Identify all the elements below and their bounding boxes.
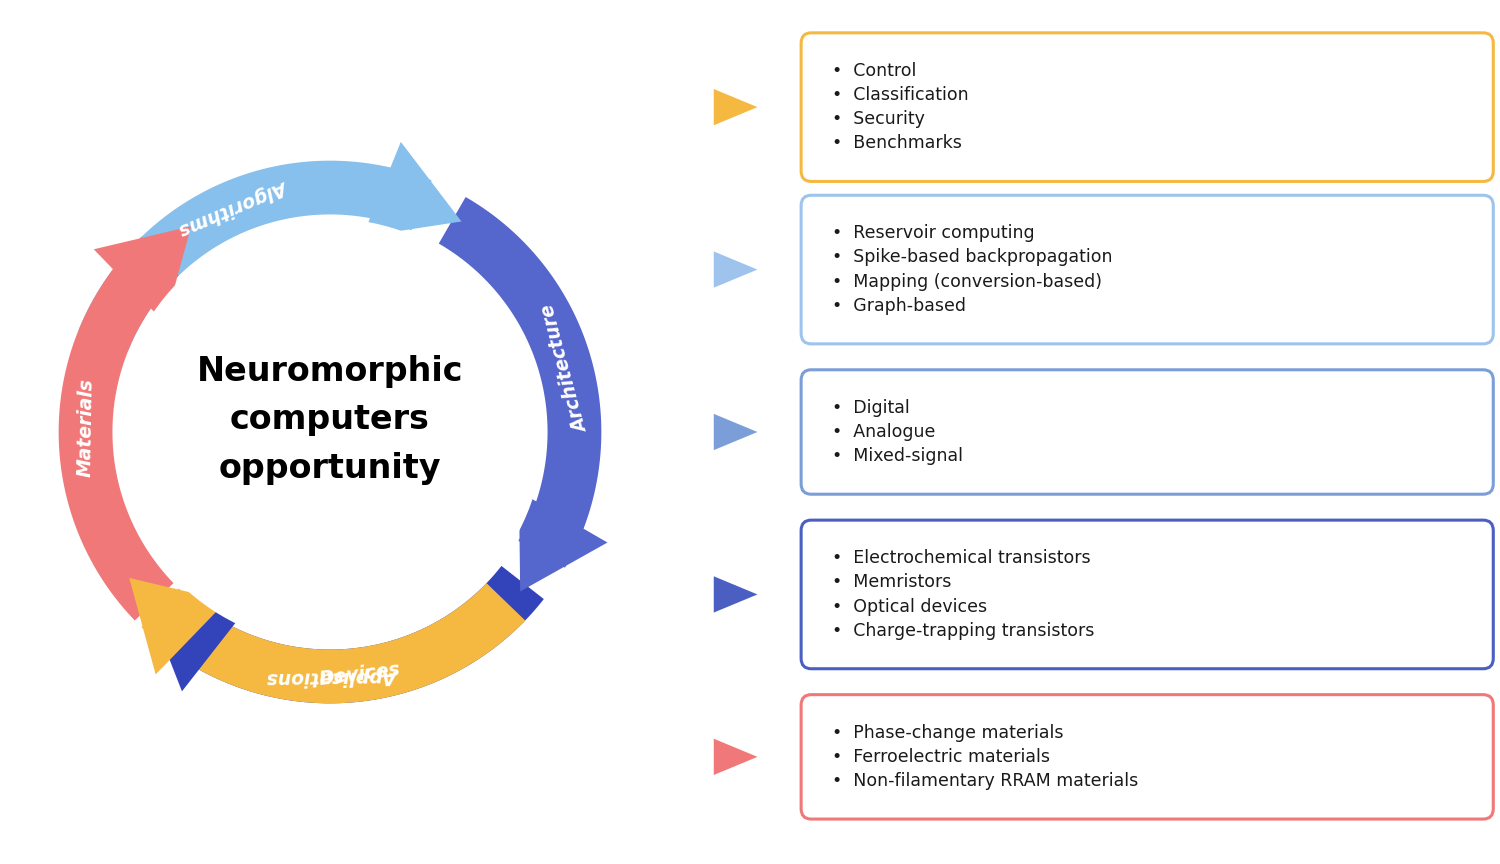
- Text: •  Graph-based: • Graph-based: [833, 297, 966, 314]
- Text: •  Spike-based backpropagation: • Spike-based backpropagation: [833, 249, 1113, 266]
- FancyBboxPatch shape: [801, 520, 1494, 669]
- Text: Architecture: Architecture: [540, 302, 592, 435]
- Polygon shape: [164, 566, 544, 703]
- Text: •  Electrochemical transistors: • Electrochemical transistors: [833, 550, 1090, 567]
- Polygon shape: [714, 251, 758, 288]
- Text: •  Charge-trapping transistors: • Charge-trapping transistors: [833, 622, 1095, 639]
- Polygon shape: [78, 161, 432, 351]
- Polygon shape: [440, 197, 602, 568]
- Text: •  Digital: • Digital: [833, 399, 910, 416]
- Text: •  Phase-change materials: • Phase-change materials: [833, 724, 1064, 741]
- Text: Devices: Devices: [318, 660, 402, 689]
- Polygon shape: [129, 578, 226, 675]
- Polygon shape: [714, 576, 758, 613]
- Text: Algorithms: Algorithms: [177, 175, 291, 238]
- Text: Materials: Materials: [75, 378, 96, 477]
- FancyBboxPatch shape: [801, 370, 1494, 494]
- Polygon shape: [146, 598, 244, 691]
- Text: •  Non-filamentary RRAM materials: • Non-filamentary RRAM materials: [833, 772, 1138, 790]
- Text: •  Benchmarks: • Benchmarks: [833, 135, 962, 152]
- Polygon shape: [714, 89, 758, 125]
- Text: •  Classification: • Classification: [833, 86, 969, 104]
- Circle shape: [46, 149, 614, 715]
- Polygon shape: [714, 414, 758, 450]
- FancyBboxPatch shape: [801, 195, 1494, 344]
- Text: •  Control: • Control: [833, 62, 916, 79]
- Text: •  Analogue: • Analogue: [833, 423, 936, 441]
- Text: •  Security: • Security: [833, 111, 926, 128]
- Text: •  Mapping (conversion-based): • Mapping (conversion-based): [833, 273, 1102, 290]
- Text: Applications: Applications: [268, 666, 399, 687]
- Polygon shape: [94, 226, 190, 323]
- Text: •  Reservoir computing: • Reservoir computing: [833, 225, 1035, 242]
- Polygon shape: [141, 583, 525, 703]
- FancyBboxPatch shape: [801, 695, 1494, 819]
- Text: •  Mixed-signal: • Mixed-signal: [833, 448, 963, 465]
- Text: Neuromorphic
computers
opportunity: Neuromorphic computers opportunity: [196, 355, 464, 485]
- Polygon shape: [363, 142, 462, 237]
- Polygon shape: [519, 492, 608, 592]
- Circle shape: [117, 219, 543, 645]
- Text: •  Memristors: • Memristors: [833, 574, 951, 591]
- Text: •  Optical devices: • Optical devices: [833, 598, 987, 615]
- Polygon shape: [58, 237, 178, 620]
- FancyBboxPatch shape: [801, 33, 1494, 181]
- Polygon shape: [714, 739, 758, 775]
- Text: •  Ferroelectric materials: • Ferroelectric materials: [833, 748, 1050, 766]
